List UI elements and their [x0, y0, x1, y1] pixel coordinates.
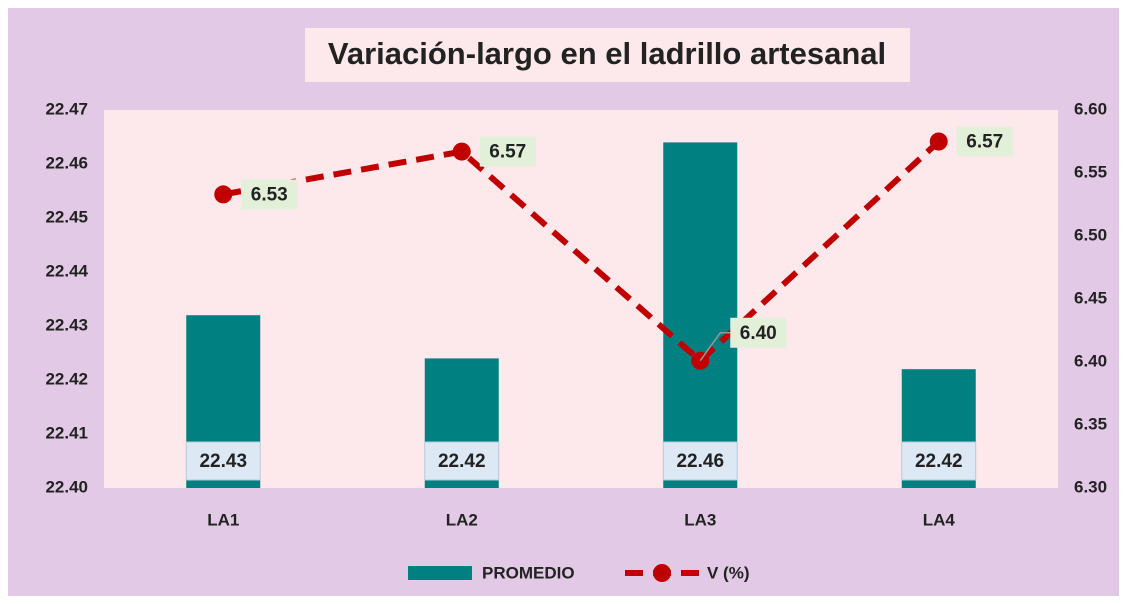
y-tick-label: 22.44: [45, 261, 88, 280]
y-tick-label: 22.46: [45, 153, 88, 172]
legend-label: V (%): [707, 563, 750, 582]
line-label-box: [730, 317, 787, 348]
y-tick-label: 22.47: [45, 99, 88, 118]
y2-tick-label: 6.60: [1074, 99, 1107, 118]
line-label: 6.40: [740, 323, 777, 344]
line-label: 6.57: [489, 142, 526, 163]
y-tick-label: 22.43: [45, 315, 88, 334]
y2-tick-label: 6.55: [1074, 162, 1107, 181]
x-tick-label: LA3: [684, 510, 716, 529]
bar-label-box: [901, 441, 977, 481]
bar-label: 22.43: [199, 451, 247, 472]
line-label: 6.57: [966, 132, 1003, 153]
y-tick-label: 22.42: [45, 369, 88, 388]
bar-label: 22.42: [438, 451, 486, 472]
y-tick-label: 22.40: [45, 477, 88, 496]
line-marker: [214, 185, 233, 204]
line-label-box: [241, 179, 298, 210]
y2-tick-label: 6.45: [1074, 288, 1107, 307]
bar-label: 22.42: [915, 451, 963, 472]
line-marker: [452, 142, 471, 161]
bar-label-box: [662, 441, 738, 481]
y2-tick-label: 6.40: [1074, 351, 1107, 370]
bar-label-box: [185, 441, 261, 481]
y2-tick-label: 6.35: [1074, 414, 1107, 433]
plot-area: [104, 110, 1058, 488]
line-label: 6.53: [251, 184, 288, 205]
line: [222, 139, 941, 365]
x-tick-label: LA1: [207, 510, 239, 529]
line-label-box: [956, 126, 1013, 157]
line-marker: [929, 132, 948, 151]
line-label-box: [479, 136, 536, 167]
legend-label: PROMEDIO: [482, 563, 575, 582]
bar-label-box: [424, 441, 500, 481]
legend-swatch: [408, 566, 472, 580]
y-tick-label: 22.45: [45, 207, 88, 226]
y-tick-label: 22.41: [45, 423, 88, 442]
x-tick-label: LA4: [923, 510, 956, 529]
leader-line: [699, 331, 731, 362]
legend-marker: [653, 564, 671, 582]
chart-title: Variación-largo en el ladrillo artesanal: [328, 36, 886, 71]
x-tick-label: LA2: [446, 510, 478, 529]
bar-label: 22.46: [676, 451, 724, 472]
title-box: [305, 28, 910, 82]
y2-tick-label: 6.30: [1074, 477, 1107, 496]
bar: [663, 142, 738, 488]
y2-tick-label: 6.50: [1074, 225, 1107, 244]
